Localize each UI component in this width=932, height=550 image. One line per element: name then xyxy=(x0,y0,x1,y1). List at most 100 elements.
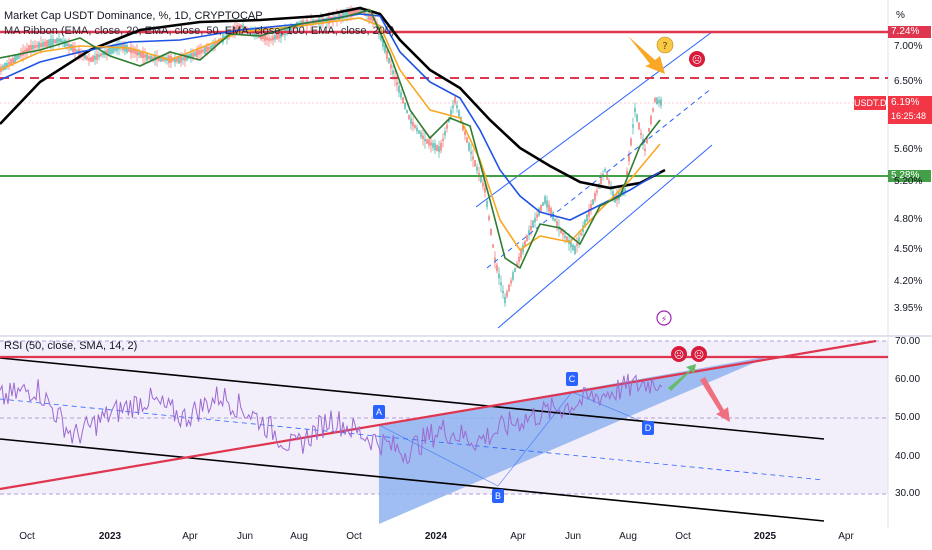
candle-body xyxy=(140,51,142,58)
candle-body xyxy=(590,204,592,211)
candle-body xyxy=(540,204,542,212)
candle-body xyxy=(564,235,566,238)
candle-body xyxy=(570,242,572,248)
lightning-icon[interactable] xyxy=(656,310,672,326)
candle-body xyxy=(88,58,90,61)
candle-body xyxy=(42,42,44,47)
candle-body xyxy=(506,291,508,297)
candle-body xyxy=(344,13,346,17)
angry-emoji-icon[interactable] xyxy=(689,51,705,67)
candle-body xyxy=(236,25,238,32)
candle-body xyxy=(476,166,478,171)
candle-body xyxy=(380,34,382,41)
time-tick-label: 2023 xyxy=(98,531,122,542)
candle-body xyxy=(262,34,264,39)
candle-body xyxy=(80,52,82,56)
candle-body xyxy=(352,10,354,15)
candle-body xyxy=(632,124,634,128)
candle-body xyxy=(452,105,454,109)
candle-body xyxy=(520,250,522,258)
candle-body xyxy=(504,296,506,304)
candle-body xyxy=(454,96,456,104)
candle-body xyxy=(482,182,484,187)
candle-body xyxy=(184,55,186,61)
candle-body xyxy=(180,56,182,63)
candle-body xyxy=(356,9,358,13)
chart-title: Market Cap USDT Dominance, %, 1D, CRYPTO… xyxy=(4,10,263,22)
candle-body xyxy=(30,45,32,51)
time-tick-label: Oct xyxy=(19,531,35,542)
candle-body xyxy=(368,12,370,20)
angry-emoji-icon-rsi-2[interactable] xyxy=(691,346,707,362)
candle-body xyxy=(412,121,414,127)
candle-body xyxy=(128,47,130,52)
candle-body xyxy=(628,154,630,162)
candle-body xyxy=(268,38,270,41)
candle-body xyxy=(224,35,226,39)
pattern-point-d[interactable]: D xyxy=(642,421,654,435)
candle-body xyxy=(546,200,548,208)
candle-body xyxy=(40,43,42,48)
time-tick-label: Oct xyxy=(346,531,362,542)
candle-body xyxy=(480,176,482,183)
candle-body xyxy=(518,256,520,262)
candle-body xyxy=(644,148,646,152)
candle-body xyxy=(8,62,10,65)
candle-body xyxy=(406,109,408,114)
candle-body xyxy=(500,282,502,286)
indicator-title[interactable]: MA Ribbon (EMA, close, 20, EMA, close, 5… xyxy=(4,25,395,37)
candle-body xyxy=(152,57,154,60)
candle-body xyxy=(630,138,632,146)
candle-body xyxy=(580,232,582,236)
symbol-badge[interactable]: USDT.D xyxy=(854,96,887,110)
time-tick-label: Aug xyxy=(619,531,637,542)
candle-body xyxy=(162,56,164,62)
time-tick-label: Oct xyxy=(675,531,691,542)
angry-emoji-face: ☹ xyxy=(692,55,702,66)
candle-body xyxy=(144,54,146,58)
axis-tick-label: 50.00 xyxy=(895,412,921,423)
price-channel-upper xyxy=(475,31,713,208)
candle-body xyxy=(138,52,140,56)
candle-body xyxy=(640,132,642,136)
angry-emoji-icon-rsi-1[interactable] xyxy=(671,346,687,362)
ma200-line xyxy=(0,6,666,190)
candle-body xyxy=(370,14,372,21)
rsi-title[interactable]: RSI (50, close, SMA, 14, 2) xyxy=(4,340,138,352)
candle-body xyxy=(50,38,52,47)
candle-body xyxy=(418,130,420,134)
candle-body xyxy=(28,44,30,53)
time-tick-label: 2024 xyxy=(424,531,448,542)
pattern-point-c[interactable]: C xyxy=(566,372,578,386)
scale-mode-label[interactable]: % xyxy=(896,10,905,21)
candle-body xyxy=(388,57,390,64)
candle-body xyxy=(94,55,96,60)
candle-body xyxy=(132,49,134,53)
rsi-channel-mid xyxy=(0,398,825,481)
candle-body xyxy=(556,221,558,227)
thinking-emoji-icon[interactable] xyxy=(656,36,674,54)
candle-body xyxy=(198,50,200,55)
candle-body xyxy=(542,202,544,206)
candle-body xyxy=(62,40,64,44)
candle-body xyxy=(516,263,518,267)
time-tick-label: Jun xyxy=(236,531,254,542)
pattern-point-a[interactable]: A xyxy=(373,405,385,419)
candle-body xyxy=(242,24,244,30)
green-arrow[interactable] xyxy=(668,364,696,391)
candle-body xyxy=(46,40,48,47)
red-arrow[interactable] xyxy=(700,377,730,422)
price-pane-bg xyxy=(0,0,888,332)
candle-body xyxy=(486,200,488,208)
candle-body xyxy=(84,54,86,59)
time-tick-label: Jun xyxy=(564,531,582,542)
yellow-arrow[interactable] xyxy=(628,36,665,74)
candle-body xyxy=(548,204,550,212)
pattern-point-b[interactable]: B xyxy=(492,489,504,503)
candle-body xyxy=(524,240,526,247)
candle-body xyxy=(110,46,112,54)
candle-body xyxy=(340,14,342,18)
candle-body xyxy=(442,138,444,142)
candle-body xyxy=(612,191,614,197)
